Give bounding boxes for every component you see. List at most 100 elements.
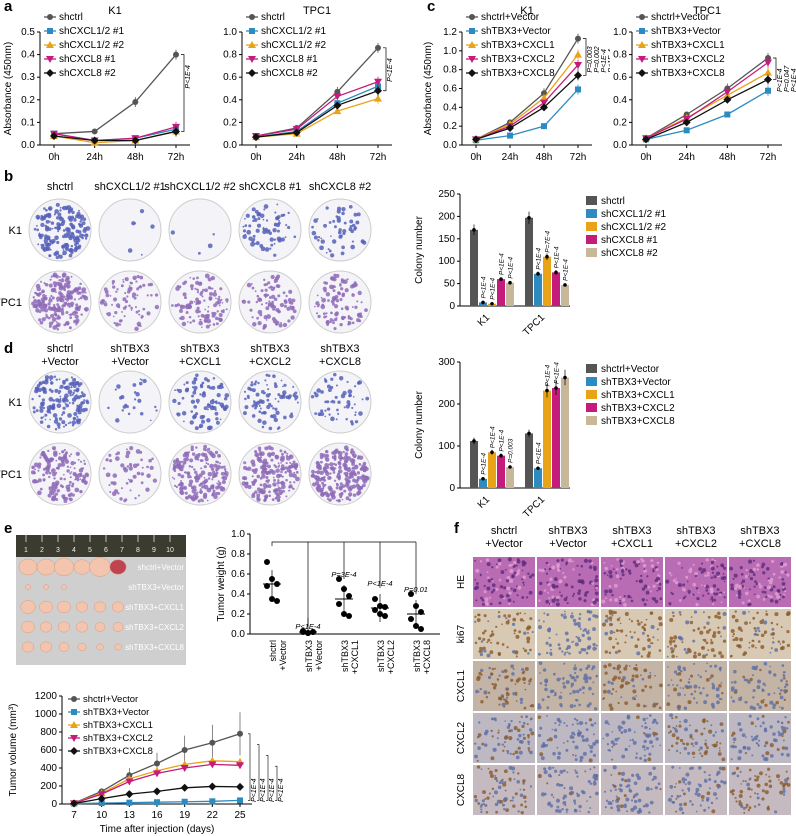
colony <box>55 324 59 328</box>
cell <box>630 596 632 599</box>
colony <box>202 452 208 458</box>
colony <box>320 390 324 394</box>
cell <box>620 565 623 568</box>
p-value-label: P<1E-4 <box>367 579 392 588</box>
legend-label: shctrl+Vector <box>651 12 710 23</box>
cell <box>547 801 552 806</box>
cell <box>483 649 487 653</box>
colony <box>265 373 269 377</box>
cell <box>722 612 727 617</box>
colony <box>289 461 292 464</box>
culture-dish <box>238 370 302 434</box>
colony <box>122 306 127 310</box>
cell <box>544 767 547 770</box>
cell <box>761 714 765 718</box>
culture-dish <box>98 370 162 434</box>
cell <box>634 563 639 568</box>
colony <box>150 224 155 229</box>
y-tick-label: 0.2 <box>443 121 457 132</box>
data-point <box>252 133 260 142</box>
colony <box>351 293 354 296</box>
colony <box>346 456 349 459</box>
colony <box>331 451 335 455</box>
colony <box>242 225 245 228</box>
cell <box>693 684 698 689</box>
cell <box>578 579 583 584</box>
cell <box>592 741 597 746</box>
cell <box>667 694 670 697</box>
cell <box>687 700 692 705</box>
y-tick-label: 0.5 <box>21 27 35 38</box>
data-point <box>638 56 646 63</box>
cell <box>506 752 509 755</box>
colony <box>322 486 325 489</box>
colony <box>334 467 337 470</box>
cell <box>656 589 659 592</box>
cell <box>699 630 704 635</box>
cell <box>750 721 754 725</box>
colony <box>254 467 258 472</box>
colony <box>77 242 80 245</box>
cell <box>677 665 682 670</box>
legend-label: shCXCL8 #2 <box>59 68 116 79</box>
colony <box>316 294 319 297</box>
cell <box>517 746 521 750</box>
colony <box>356 478 360 482</box>
cell <box>687 781 692 785</box>
cell <box>768 580 773 585</box>
data-point <box>172 127 180 136</box>
cell <box>751 738 755 742</box>
colony <box>192 494 195 497</box>
colony <box>321 303 325 307</box>
cell <box>770 621 774 625</box>
cell <box>614 737 619 742</box>
colony <box>206 310 210 313</box>
colony <box>339 459 342 462</box>
cell <box>645 618 648 621</box>
colony <box>66 465 70 468</box>
colony <box>54 388 59 393</box>
colony <box>288 489 291 492</box>
colony <box>340 234 343 238</box>
colony <box>337 412 340 415</box>
colony <box>215 316 219 321</box>
colony <box>289 481 292 484</box>
cell <box>522 619 525 622</box>
colony <box>292 473 297 479</box>
colony <box>111 282 115 285</box>
cell <box>579 612 582 616</box>
colony <box>249 308 253 312</box>
cell <box>695 810 698 813</box>
colony <box>118 323 122 326</box>
colony <box>62 406 66 410</box>
cell <box>474 754 478 759</box>
colony <box>135 392 140 397</box>
colony <box>343 466 348 471</box>
colony <box>222 475 228 481</box>
cell <box>780 706 784 710</box>
dish-column-label: shCXCL8 #1 <box>239 181 301 193</box>
cell <box>749 621 752 624</box>
cell <box>595 791 599 796</box>
cell <box>633 631 636 634</box>
colony <box>328 498 332 502</box>
data-point <box>554 386 558 390</box>
cell <box>677 636 681 640</box>
cell <box>515 564 518 567</box>
colony <box>257 446 262 451</box>
colony <box>196 291 200 294</box>
colony <box>321 492 325 497</box>
cell <box>737 756 742 761</box>
cell <box>602 737 604 740</box>
colony <box>276 229 280 233</box>
cell <box>744 780 747 783</box>
colony <box>194 495 199 499</box>
colony <box>218 384 221 388</box>
cell <box>556 568 561 572</box>
cell <box>769 753 774 758</box>
colony <box>280 379 283 382</box>
colony <box>48 475 51 479</box>
cell <box>615 795 618 798</box>
cell <box>603 571 607 575</box>
colony <box>47 214 52 219</box>
